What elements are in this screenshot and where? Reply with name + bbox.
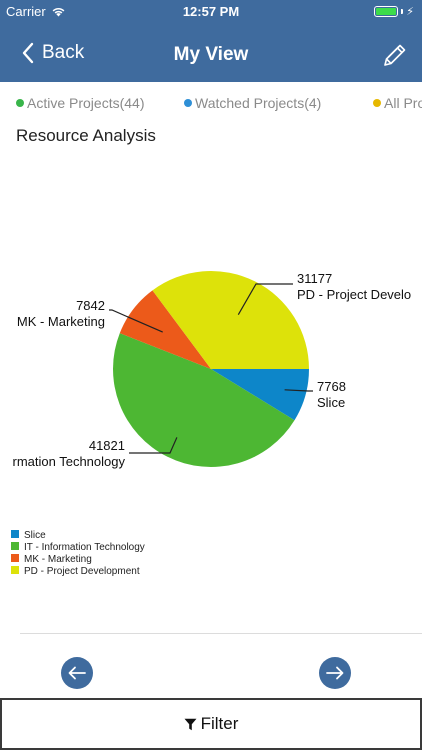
callout-leader-line (237, 283, 293, 315)
callout-label: MK - Marketing (17, 314, 105, 329)
tab-active-projects[interactable]: Active Projects(44) (16, 95, 144, 111)
callout-leader-line (284, 389, 313, 392)
arrow-right-icon (326, 666, 344, 680)
edit-button[interactable] (380, 42, 408, 70)
carrier-info: Carrier (6, 4, 66, 19)
divider (20, 633, 422, 634)
back-button[interactable]: Back (22, 42, 84, 64)
carrier-label: Carrier (6, 4, 46, 19)
callout-label: PD - Project Develo (297, 287, 411, 302)
tab-label: All Pro (384, 95, 422, 111)
battery-icon (374, 6, 399, 17)
legend-label: PD - Project Development (24, 566, 140, 577)
previous-button[interactable] (61, 657, 93, 689)
callout-value: 7768 (317, 379, 346, 394)
back-label: Back (42, 42, 85, 63)
callout-leader-line (129, 437, 178, 454)
filter-label: Filter (200, 714, 239, 733)
chevron-left-icon (22, 42, 34, 64)
header-bar: Carrier 12:57 PM ⚡ Back My View (0, 0, 422, 82)
legend-swatch (11, 554, 19, 562)
legend-swatch (11, 566, 19, 574)
legend-swatch (11, 530, 19, 538)
next-button[interactable] (319, 657, 351, 689)
tab-dot (16, 99, 24, 107)
status-time: 12:57 PM (182, 4, 240, 19)
pie-slice-1 (211, 369, 309, 421)
battery-tip (401, 9, 404, 14)
pencil-icon (384, 44, 406, 66)
arrow-left-icon (68, 666, 86, 680)
tab-watched-projects[interactable]: Watched Projects(4) (184, 95, 321, 111)
pie-slice-3 (119, 290, 211, 369)
pie-slice-4 (152, 270, 309, 369)
callout-label: Slice (317, 395, 345, 410)
filter-icon (184, 718, 197, 730)
callout-value: 7842 (76, 298, 105, 313)
charging-bolt-icon: ⚡ (406, 6, 414, 18)
wifi-icon (52, 7, 65, 17)
legend-label: IT - Information Technology (24, 542, 145, 553)
legend-swatch (11, 542, 19, 550)
callout-value: 41821 (89, 438, 125, 453)
filter-button[interactable]: Filter (0, 698, 422, 750)
page-title: My View (173, 44, 249, 65)
tab-label: Active Projects(44) (27, 95, 145, 111)
legend-label: MK - Marketing (24, 554, 92, 565)
project-tabs: Active Projects(44) Watched Projects(4) … (0, 82, 422, 122)
battery-indicator: ⚡ (374, 5, 414, 18)
tab-label: Watched Projects(4) (195, 95, 322, 111)
callout-leader-line (109, 309, 163, 333)
legend-label: Slice (24, 530, 46, 541)
pie-slice-2 (113, 333, 295, 467)
callout-label: rmation Technology (13, 454, 126, 469)
tab-dot (184, 99, 192, 107)
section-title: Resource Analysis (16, 126, 156, 145)
callout-value: 31177 (297, 271, 332, 286)
tab-dot (373, 99, 381, 107)
tab-all-projects[interactable]: All Pro (373, 95, 422, 111)
status-bar: Carrier 12:57 PM ⚡ (0, 0, 422, 22)
